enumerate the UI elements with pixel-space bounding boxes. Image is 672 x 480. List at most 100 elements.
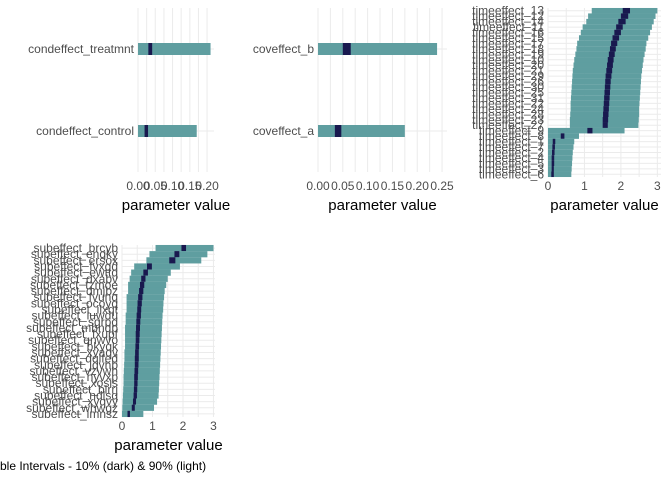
interval-inner-subeffect_xyaqv (135, 349, 139, 356)
interval-inner-subeffect_ocoyq (137, 300, 142, 307)
panel-timeeffect: timeeffect_13timeeffect_12timeeffect_14t… (472, 4, 661, 214)
interval-inner-subeffect_blrrj (133, 386, 138, 393)
category-label: condeffect_treatmnt (28, 42, 135, 56)
category-label: timeeffect_27 (472, 118, 544, 132)
interval-inner-subeffect_vzvwh (134, 367, 139, 375)
x-tick-label: 3 (654, 179, 661, 193)
interval-inner-timeeffect_15 (612, 35, 620, 41)
interval-inner-subeffect_ilxqt (137, 306, 142, 313)
interval-inner-timeeffect_26 (605, 78, 611, 85)
panel-condeffect: condeffect_treatmnt condeffect_control 0.0… (28, 8, 230, 214)
interval-inner-subeffect_nyvxp (134, 373, 138, 381)
category-label: subeffect_ocoyq (31, 296, 118, 310)
category-label: subeffect_mbndp (26, 321, 118, 335)
interval-inner-timeeffect_21 (606, 67, 613, 74)
interval-outer-timeeffect_3 (548, 166, 572, 172)
category-label: subeffect_vzvwh (30, 364, 119, 378)
category-label: subeffect_fvxgd (34, 260, 118, 274)
x-tick-label: 0.05 (331, 179, 355, 193)
category-label: subeffect_dqlfed (30, 352, 118, 366)
interval-outer-subeffect_ilxqt (126, 306, 164, 313)
interval-inner-subeffect_fvxgd (147, 263, 152, 270)
interval-inner-subeffect_bkyqk (135, 343, 140, 350)
category-label: timeeffect_6 (479, 167, 544, 181)
category-label: timeeffect_13 (472, 4, 544, 18)
x-tick-label: 0.10 (356, 179, 380, 193)
x-tick-label: 0.15 (178, 179, 202, 193)
interval-inner-timeeffect_19 (608, 51, 615, 58)
x-tick-label: 0.05 (144, 179, 168, 193)
interval-inner-subeffect_mbndp (136, 324, 140, 332)
x-tick-label: 3 (210, 419, 217, 433)
category-label: subeffect_enqky (31, 247, 118, 261)
category-label: timeeffect_18 (472, 42, 544, 56)
interval-outer-subeffect_ndlsq (122, 392, 159, 399)
category-label: subeffect_fvunq (33, 290, 118, 304)
category-label: timeeffect_7 (479, 140, 544, 154)
interval-outer-timeeffect_2 (548, 149, 573, 156)
interval-outer-subeffect_bkyqk (125, 343, 162, 350)
category-label: subeffect_fxupf (37, 327, 119, 341)
category-label: subeffect_qnwvo (28, 333, 118, 347)
interval-outer-subeffect_xyaqv (124, 349, 161, 356)
x-tick-label: 0.20 (195, 179, 219, 193)
category-label: subeffect_ewttq (34, 266, 118, 280)
interval-outer-coveffect_a (318, 125, 405, 137)
category-label: subeffect_ersox (34, 253, 119, 267)
interval-inner-subeffect_enqky (174, 251, 180, 258)
interval-inner-coveffect_b (342, 43, 351, 55)
interval-outer-subeffect_luwdu (125, 312, 163, 319)
interval-outer-subeffect_qnwvo (125, 337, 162, 344)
category-label: subeffect_dmjbz (31, 284, 118, 298)
interval-outer-timeeffect_6 (548, 171, 572, 178)
interval-inner-subeffect_tzmoe (139, 281, 145, 289)
interval-inner-condeffect_control (144, 125, 149, 137)
interval-outer-subeffect_dmjbz (128, 287, 165, 295)
category-label: timeeffect_3 (479, 162, 544, 176)
x-tick-label: 0 (545, 179, 552, 193)
interval-inner-timeeffect_27 (602, 122, 608, 128)
interval-inner-timeeffect_4 (551, 155, 555, 161)
category-label: timeeffect_11 (473, 20, 544, 34)
interval-outer-subeffect_fvxgd (134, 263, 180, 270)
interval-inner-subeffect_qnwvo (135, 337, 140, 344)
x-tick-label: 1 (149, 419, 156, 433)
category-label: timeeffect_15 (472, 31, 544, 45)
x-tick-label: 0.25 (430, 179, 454, 193)
interval-inner-timeeffect_13 (622, 7, 631, 14)
category-label: timeeffect_28 (472, 107, 544, 121)
x-tick-label: 0.10 (161, 179, 185, 193)
x-tick-label: 0.00 (126, 179, 150, 193)
interval-inner-condeffect_treatmnt (148, 43, 153, 55)
interval-inner-subeffect_dqlfed (134, 355, 139, 362)
interval-inner-timeeffect_12 (620, 13, 629, 19)
x-tick-label: 0.20 (406, 179, 430, 193)
interval-outer-subeffect_nyvxp (123, 373, 160, 381)
interval-inner-subeffect_fvunq (138, 294, 143, 301)
category-label: timeeffect_29 (472, 69, 544, 83)
interval-inner-subeffect_brcyb (181, 244, 187, 252)
category-label: timeeffect_30 (472, 80, 544, 94)
x-axis-label: parameter value (114, 437, 222, 454)
category-label: timeeffect_4 (479, 151, 544, 165)
category-label: timeeffect_25 (472, 86, 544, 100)
interval-inner-timeeffect_30 (604, 84, 611, 90)
interval-inner-subeffect_imnsz (127, 410, 130, 418)
category-label: timeeffect_22 (472, 96, 544, 110)
category-label: subeffect_blrrj (43, 382, 118, 396)
interval-outer-subeffect_whwgz (122, 404, 155, 411)
interval-inner-timeeffect_24 (603, 106, 609, 112)
interval-outer-subeffect_ocoyq (126, 300, 164, 307)
category-label: timeeffect_17 (472, 36, 544, 50)
category-label: subeffect_ndlsq (34, 389, 118, 403)
interval-outer-subeffect_sgrpd (125, 318, 163, 325)
category-label: timeeffect_8 (479, 129, 544, 143)
x-tick-label: 1 (581, 179, 588, 193)
interval-inner-timeeffect_1 (552, 138, 556, 145)
category-label: timeeffect_14 (472, 15, 544, 29)
interval-outer-subeffect_fxupf (125, 330, 162, 338)
category-label: subeffect_xyqvy (32, 395, 118, 409)
interval-inner-subeffect_jqvhb (134, 361, 139, 368)
category-label: timeeffect_1 (479, 135, 544, 149)
